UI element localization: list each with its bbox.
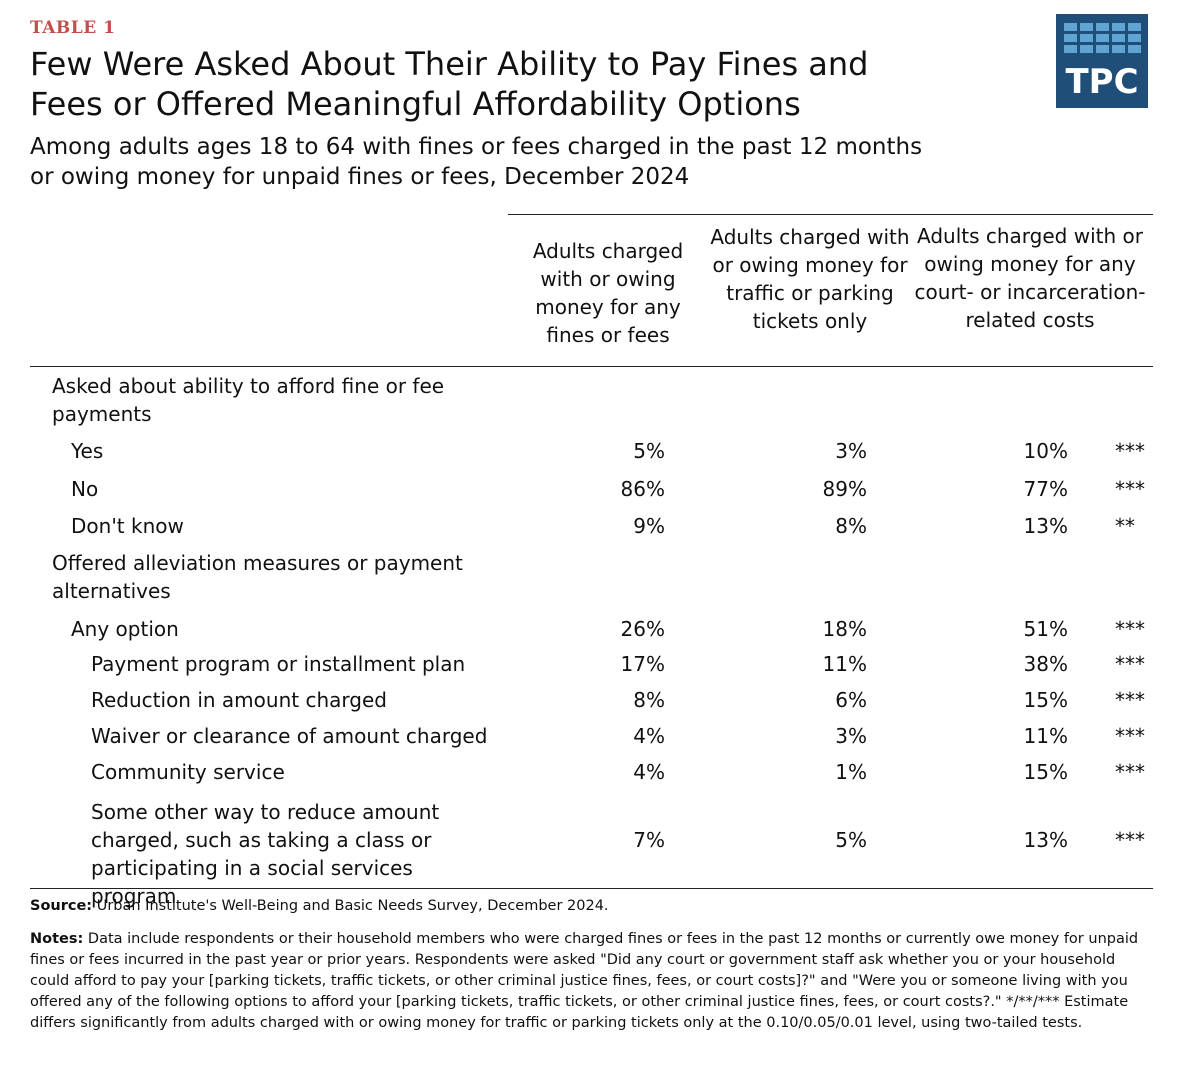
- column-header-court: Adults charged with or owing money for a…: [914, 224, 1146, 332]
- notes: Notes: Data include respondents or their…: [30, 929, 1150, 1034]
- cell-traffic: 5%: [835, 828, 867, 852]
- section-header: Asked about ability to afford fine or fe…: [0, 372, 1200, 432]
- row-label: Community service: [91, 760, 285, 784]
- cell-any: 26%: [620, 617, 665, 641]
- row-label: Some other way to reduce amount charged,…: [91, 800, 440, 908]
- significance-marker: ***: [1115, 652, 1145, 676]
- cell-any: 8%: [633, 688, 665, 712]
- cell-traffic: 3%: [835, 724, 867, 748]
- notes-label: Notes:: [30, 931, 84, 947]
- cell-traffic: 18%: [822, 617, 867, 641]
- table-row: Some other way to reduce amount charged,…: [0, 798, 1200, 908]
- row-label: Reduction in amount charged: [91, 688, 387, 712]
- column-header-traffic: Adults charged with or owing money for t…: [710, 225, 910, 333]
- row-label: Yes: [71, 439, 104, 463]
- cell-court: 13%: [1023, 514, 1068, 538]
- cell-any: 9%: [633, 514, 665, 538]
- cell-any: 5%: [633, 439, 665, 463]
- cell-court: 10%: [1023, 439, 1068, 463]
- cell-court: 15%: [1023, 760, 1068, 784]
- page-subtitle: Among adults ages 18 to 64 with fines or…: [30, 134, 923, 190]
- row-label: Payment program or installment plan: [91, 652, 466, 676]
- cell-traffic: 11%: [822, 652, 867, 676]
- source-label: Source:: [30, 898, 93, 914]
- logo-text: TPC: [1065, 62, 1139, 102]
- section-header: Offered alleviation measures or payment …: [0, 549, 1200, 609]
- significance-marker: **: [1115, 514, 1135, 538]
- cell-court: 13%: [1023, 828, 1068, 852]
- section-label: Offered alleviation measures or payment …: [52, 551, 463, 603]
- cell-any: 86%: [620, 477, 665, 501]
- cell-traffic: 6%: [835, 688, 867, 712]
- section-label: Asked about ability to afford fine or fe…: [52, 374, 445, 426]
- significance-marker: ***: [1115, 724, 1145, 748]
- significance-marker: ***: [1115, 688, 1145, 712]
- significance-marker: ***: [1115, 828, 1145, 852]
- significance-marker: ***: [1115, 617, 1145, 641]
- header-top-rule: [508, 214, 1153, 215]
- significance-marker: ***: [1115, 439, 1145, 463]
- page-title: Few Were Asked About Their Ability to Pa…: [30, 45, 869, 123]
- cell-court: 11%: [1023, 724, 1068, 748]
- cell-any: 4%: [633, 724, 665, 748]
- cell-any: 4%: [633, 760, 665, 784]
- significance-marker: ***: [1115, 760, 1145, 784]
- row-label: No: [71, 477, 99, 501]
- cell-court: 15%: [1023, 688, 1068, 712]
- source-text: Urban Institute's Well-Being and Basic N…: [96, 898, 609, 914]
- source-note: Source: Urban Institute's Well-Being and…: [30, 896, 1150, 917]
- column-header-any: Adults charged with or owing money for a…: [532, 239, 684, 347]
- cell-traffic: 3%: [835, 439, 867, 463]
- cell-any: 17%: [620, 652, 665, 676]
- cell-traffic: 8%: [835, 514, 867, 538]
- tpc-logo: TPC: [1056, 14, 1148, 108]
- row-label: Any option: [71, 617, 179, 641]
- row-label: Don't know: [71, 514, 184, 538]
- table-bottom-rule: [30, 888, 1153, 889]
- cell-traffic: 89%: [822, 477, 867, 501]
- cell-any: 7%: [633, 828, 665, 852]
- significance-marker: ***: [1115, 477, 1145, 501]
- table-kicker: TABLE 1: [30, 18, 116, 38]
- cell-court: 38%: [1023, 652, 1068, 676]
- row-label: Waiver or clearance of amount charged: [91, 724, 488, 748]
- cell-traffic: 1%: [835, 760, 867, 784]
- cell-court: 77%: [1023, 477, 1068, 501]
- header-bottom-rule: [30, 366, 1153, 367]
- cell-court: 51%: [1023, 617, 1068, 641]
- notes-text: Data include respondents or their househ…: [30, 931, 1139, 1031]
- logo-grid-icon: [1064, 23, 1141, 53]
